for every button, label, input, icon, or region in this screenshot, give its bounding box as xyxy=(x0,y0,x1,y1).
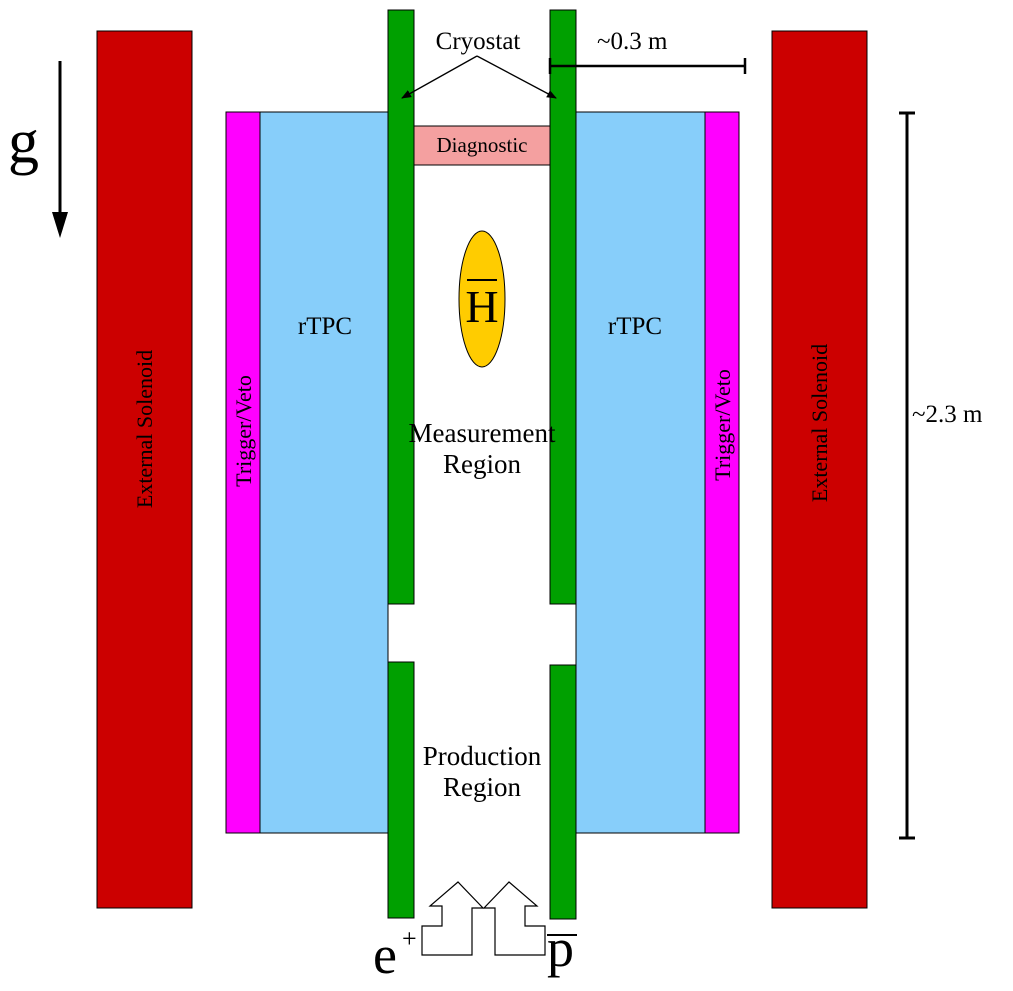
external-solenoid-right xyxy=(771,30,868,909)
positron-injection-arrow-icon xyxy=(421,881,485,956)
height-dimension-label: ~2.3 m xyxy=(912,401,983,428)
measurement-region-line1: Measurement xyxy=(409,418,556,448)
region-gap xyxy=(388,604,576,662)
diagnostic-box xyxy=(413,125,551,166)
production-region-line2: Region xyxy=(443,772,521,802)
external-solenoid-left xyxy=(96,30,193,909)
cryostat-wall-left-upper xyxy=(387,9,415,605)
rtpc-left-label: rTPC xyxy=(298,313,352,340)
rtpc-left xyxy=(259,111,389,834)
cryostat-wall-right-upper xyxy=(549,9,577,605)
cryostat-pointer-left xyxy=(401,55,478,99)
antiproton-label: p xyxy=(547,918,574,978)
trigger-veto-left xyxy=(225,111,261,834)
antihydrogen-label: H xyxy=(465,281,498,332)
rtpc-right xyxy=(575,111,706,834)
external-solenoid-right-label: External Solenoid xyxy=(807,344,832,502)
gravity-label: g xyxy=(8,108,39,176)
diagnostic-label: Diagnostic xyxy=(437,133,528,157)
positron-superscript: + xyxy=(402,924,417,953)
cryostat-label: Cryostat xyxy=(436,28,521,55)
measurement-region-line2: Region xyxy=(443,449,521,479)
external-solenoid-left-label: External Solenoid xyxy=(132,350,157,508)
cryostat-wall-right-lower xyxy=(549,664,577,920)
rtpc-right-label: rTPC xyxy=(608,313,662,340)
antihydrogen-ellipse xyxy=(458,230,506,368)
trigger-veto-right xyxy=(704,111,740,834)
trigger-veto-right-label: Trigger/Veto xyxy=(710,369,735,481)
trigger-veto-left-label: Trigger/Veto xyxy=(231,375,256,487)
width-dimension-label: ~0.3 m xyxy=(597,28,668,55)
antiproton-injection-arrow-icon xyxy=(482,881,546,956)
cryostat-pointer-right xyxy=(476,55,557,99)
gravity-arrowhead xyxy=(52,212,68,238)
production-region-line1: Production xyxy=(423,741,542,771)
cryostat-wall-left-lower xyxy=(387,661,415,919)
positron-label: e xyxy=(373,925,397,985)
